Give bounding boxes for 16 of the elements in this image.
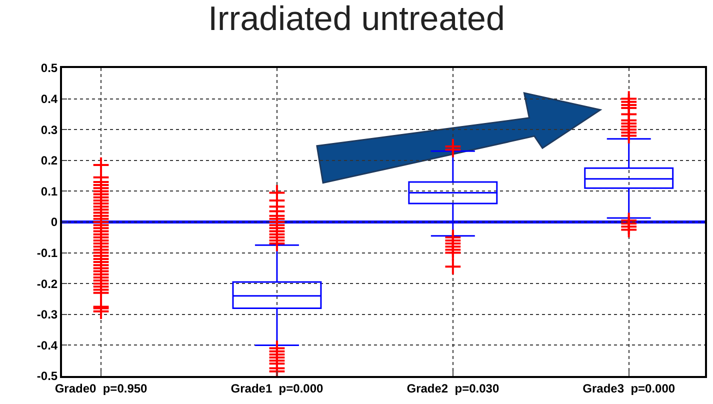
x-tick-label: Grade0 p=0.950 xyxy=(54,381,148,396)
y-tick-label: 0 xyxy=(50,215,58,230)
x-tick-label: Grade3 p=0.000 xyxy=(582,381,676,396)
y-tick-label: -0.5 xyxy=(36,369,58,384)
y-tick-label: 0.3 xyxy=(40,122,58,137)
y-tick-label: -0.1 xyxy=(36,246,58,260)
y-tick-label: -0.3 xyxy=(36,308,58,322)
y-tick-label: 0.5 xyxy=(40,61,58,76)
x-tick-label: Grade2 p=0.030 xyxy=(406,381,500,396)
y-tick-label: -0.2 xyxy=(36,276,58,291)
chart-title: Irradiated untreated xyxy=(208,0,505,38)
y-tick-label: 0.2 xyxy=(40,154,58,168)
x-tick-label: Grade1 p=0.000 xyxy=(230,381,324,396)
y-tick-label: -0.4 xyxy=(36,338,58,352)
y-tick-label: 0.4 xyxy=(40,92,58,106)
y-tick-label: 0.1 xyxy=(40,184,58,198)
